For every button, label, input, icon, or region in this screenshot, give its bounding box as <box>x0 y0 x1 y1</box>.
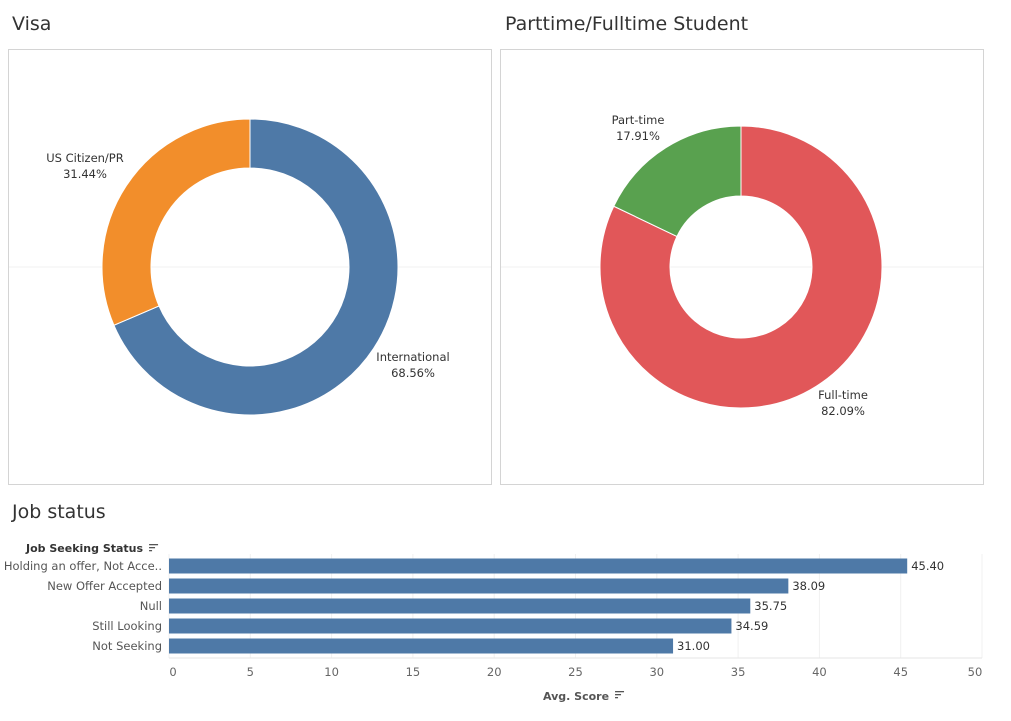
slice-pct-part-time: 17.91% <box>616 129 660 143</box>
bar-null[interactable] <box>169 598 751 614</box>
slice-label-us-citizen-pr: US Citizen/PR <box>46 151 124 165</box>
student-chart-title: Parttime/Fulltime Student <box>505 13 749 35</box>
student-donut-chart: Full-time 82.09% Part-time 17.91% <box>599 113 883 418</box>
bar-still-looking[interactable] <box>169 618 732 634</box>
slice-pct-international: 68.56% <box>391 366 435 380</box>
slice-pct-full-time: 82.09% <box>821 404 865 418</box>
slice-label-international: International <box>376 350 449 364</box>
slice-us-citizen-pr[interactable] <box>101 118 251 326</box>
x-tick-25: 25 <box>568 665 583 679</box>
x-tick-35: 35 <box>731 665 746 679</box>
category-label-null: Null <box>140 599 162 613</box>
slice-international[interactable] <box>113 118 399 416</box>
axis-sort-icon[interactable] <box>615 694 622 696</box>
slice-label-full-time: Full-time <box>818 388 868 402</box>
category-label-not-seeking: Not Seeking <box>92 639 162 653</box>
x-tick-5: 5 <box>247 665 254 679</box>
row-sort-icon[interactable] <box>149 544 159 546</box>
value-label-new-offer-accepted: 38.09 <box>792 579 825 593</box>
x-axis-title: Avg. Score <box>543 690 609 703</box>
value-label-still-looking: 34.59 <box>735 619 768 633</box>
x-tick-45: 45 <box>893 665 908 679</box>
x-tick-20: 20 <box>487 665 502 679</box>
job-bar-chart: Job Seeking Status Holding an offer, Not … <box>4 542 983 703</box>
slice-label-part-time: Part-time <box>612 113 665 127</box>
category-label-still-looking: Still Looking <box>92 619 162 633</box>
job-chart-title: Job status <box>12 501 106 523</box>
bar-holding-an-offer-not-acce[interactable] <box>169 558 908 574</box>
row-sort-icon[interactable] <box>149 547 156 549</box>
slice-part-time[interactable] <box>613 125 742 238</box>
category-label-holding-an-offer-not-acce: Holding an offer, Not Acce.. <box>4 559 162 573</box>
value-label-not-seeking: 31.00 <box>677 639 710 653</box>
slice-full-time[interactable] <box>599 125 883 409</box>
x-tick-30: 30 <box>649 665 664 679</box>
axis-sort-icon[interactable] <box>615 691 625 693</box>
x-tick-50: 50 <box>968 665 983 679</box>
row-sort-icon[interactable] <box>149 550 153 552</box>
x-tick-0: 0 <box>169 665 176 679</box>
row-header: Job Seeking Status <box>25 542 144 555</box>
value-label-holding-an-offer-not-acce: 45.40 <box>911 559 944 573</box>
bar-not-seeking[interactable] <box>169 638 674 654</box>
value-label-null: 35.75 <box>754 599 787 613</box>
axis-sort-icon[interactable] <box>615 697 619 699</box>
bar-new-offer-accepted[interactable] <box>169 578 789 594</box>
x-tick-40: 40 <box>812 665 827 679</box>
x-tick-10: 10 <box>324 665 339 679</box>
x-tick-15: 15 <box>406 665 421 679</box>
category-label-new-offer-accepted: New Offer Accepted <box>47 579 162 593</box>
visa-chart-title: Visa <box>12 13 52 35</box>
visa-donut-chart: International 68.56% US Citizen/PR 31.44% <box>46 118 450 416</box>
slice-pct-us-citizen-pr: 31.44% <box>63 167 107 181</box>
